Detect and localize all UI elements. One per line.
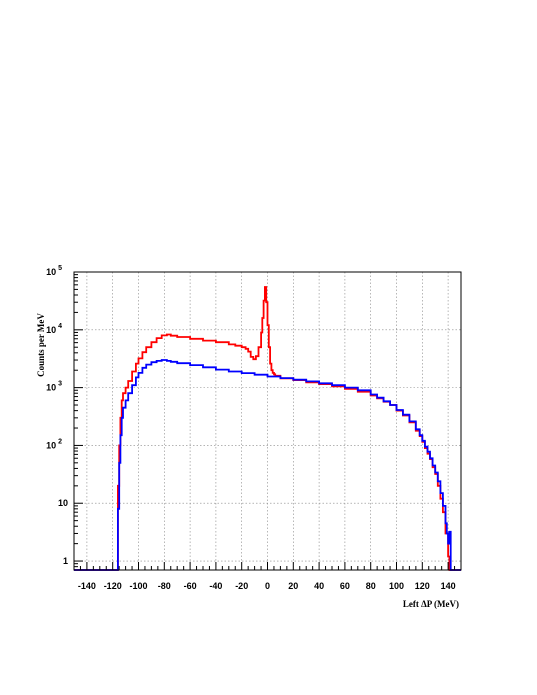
y-tick-label: 10 5 bbox=[46, 265, 62, 277]
series-line-2 bbox=[74, 359, 461, 571]
x-tick-label: 100 bbox=[389, 581, 404, 591]
x-tick-label: -120 bbox=[104, 581, 122, 591]
x-axis: -140 -120 -100 -80 -60 -40 -20 0 20 40 60 80 100 120 1… bbox=[73, 562, 462, 591]
y-tick-label: 10 bbox=[58, 498, 68, 508]
x-tick-label: -140 bbox=[78, 581, 96, 591]
x-tick-label: -20 bbox=[235, 581, 248, 591]
x-tick-label: 120 bbox=[415, 581, 430, 591]
x-tick-label: 0 bbox=[265, 581, 270, 591]
x-tick-label: 80 bbox=[366, 581, 376, 591]
y-tick-label: 10 4 bbox=[46, 323, 62, 335]
x-tick-label: -100 bbox=[129, 581, 147, 591]
y-tick-label: 10 2 bbox=[46, 438, 62, 450]
x-tick-label: -40 bbox=[209, 581, 222, 591]
y-tick-label: 1 bbox=[63, 556, 68, 566]
y-tick-label: 10 3 bbox=[46, 381, 62, 393]
series-line-1 bbox=[74, 286, 461, 571]
x-axis-title: Left ΔP (MeV) bbox=[403, 599, 459, 609]
x-tick-label: 140 bbox=[441, 581, 456, 591]
x-tick-label: -80 bbox=[158, 581, 171, 591]
x-tick-label: 40 bbox=[314, 581, 324, 591]
x-tick-label: 20 bbox=[288, 581, 298, 591]
series-group bbox=[74, 286, 461, 571]
y-axis-title: Counts per MeV bbox=[36, 313, 46, 377]
x-tick-label: 60 bbox=[340, 581, 350, 591]
x-tick-label: -60 bbox=[184, 581, 197, 591]
